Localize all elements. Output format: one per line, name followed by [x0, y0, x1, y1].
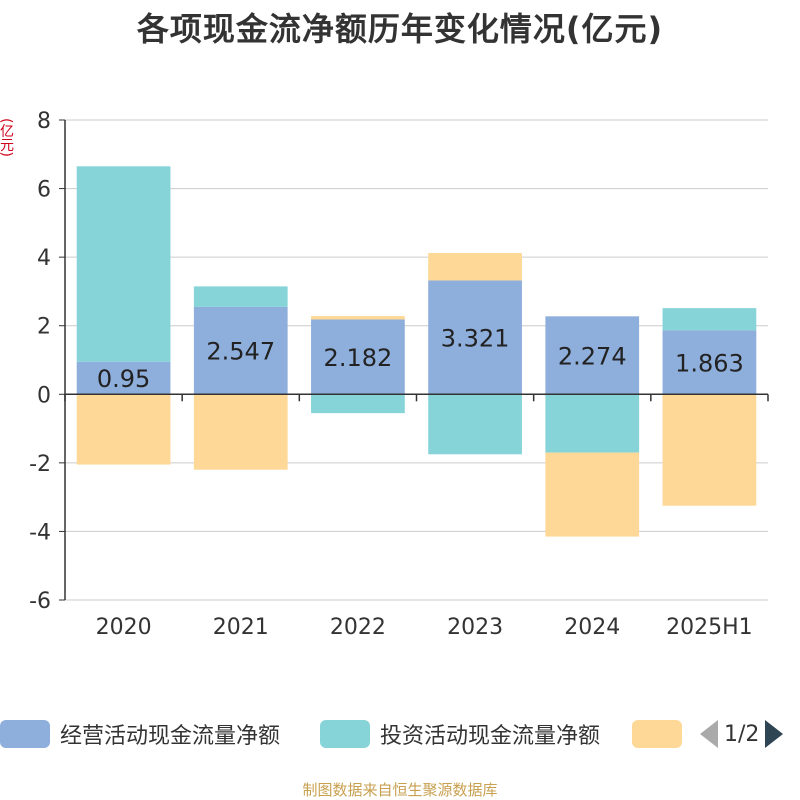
y-axis-unit: (亿元) — [0, 118, 14, 157]
y-tick-label-3: 2 — [37, 315, 51, 340]
legend-item-financing[interactable] — [632, 718, 692, 750]
bar-value-label-5: 1.863 — [675, 349, 744, 377]
bar-1-2 — [311, 394, 405, 414]
legend: 经营活动现金流量净额 投资活动现金流量净额 1/2 — [0, 716, 800, 756]
x-tick-label-2: 2022 — [330, 615, 386, 640]
bar-0-2 — [311, 319, 405, 395]
x-tick-label-5: 2025H1 — [666, 615, 753, 640]
bar-0-3 — [428, 280, 522, 395]
x-tick-label-0: 2020 — [96, 615, 152, 640]
bar-value-label-1: 2.547 — [206, 338, 275, 366]
y-tick-label-2: 4 — [37, 246, 51, 271]
bar-2-5 — [662, 394, 757, 506]
bar-0-0 — [76, 361, 171, 395]
legend-next-icon[interactable] — [765, 720, 784, 748]
bar-0-4 — [545, 316, 640, 395]
legend-item-investing[interactable]: 投资活动现金流量净额 — [320, 718, 600, 750]
bar-value-label-0: 0.95 — [97, 365, 150, 393]
bar-0-1 — [193, 306, 288, 395]
y-tick-label-1: 6 — [37, 178, 51, 203]
legend-label-investing: 投资活动现金流量净额 — [380, 724, 601, 749]
bar-0-5 — [662, 330, 757, 395]
x-tick-label-3: 2023 — [447, 615, 503, 640]
x-tick-label-1: 2021 — [213, 615, 269, 640]
source-note: 制图数据来自恒生聚源数据库 — [302, 781, 498, 799]
legend-item-operating[interactable]: 经营活动现金流量净额 — [0, 718, 280, 750]
legend-swatch-operating — [0, 720, 50, 748]
legend-prev-icon[interactable] — [700, 720, 718, 748]
bar-2-3 — [428, 252, 522, 281]
legend-label-operating: 经营活动现金流量净额 — [60, 724, 281, 749]
bar-value-label-4: 2.274 — [558, 342, 627, 370]
legend-page-indicator: 1/2 — [724, 721, 760, 747]
x-tick-label-4: 2024 — [564, 615, 620, 640]
y-tick-label-6: -4 — [29, 520, 51, 545]
y-tick-label-0: 8 — [37, 109, 51, 134]
legend-swatch-investing — [320, 720, 370, 748]
legend-swatch-financing — [632, 720, 682, 748]
bar-1-4 — [545, 394, 640, 453]
bar-1-5 — [662, 308, 757, 331]
bar-2-1 — [193, 394, 288, 470]
y-tick-label-4: 0 — [37, 383, 51, 408]
bar-1-1 — [193, 286, 288, 307]
bar-1-0 — [76, 166, 171, 362]
y-tick-label-7: -6 — [29, 589, 51, 614]
bar-2-4 — [545, 452, 640, 537]
y-tick-label-5: -2 — [29, 452, 51, 477]
bar-2-2 — [311, 316, 405, 320]
chart-plot: 8 6 4 2 0 -2 -4 -6 0.95 2020 2.547 2021 2.182 2022 3.3… — [29, 109, 769, 640]
bar-value-label-2: 2.182 — [324, 344, 393, 372]
bar-2-0 — [76, 394, 171, 465]
bar-1-3 — [428, 394, 522, 455]
legend-pager: 1/2 — [700, 718, 784, 750]
chart-title: 各项现金流净额历年变化情况(亿元) — [136, 10, 664, 48]
bar-value-label-3: 3.321 — [441, 324, 510, 352]
